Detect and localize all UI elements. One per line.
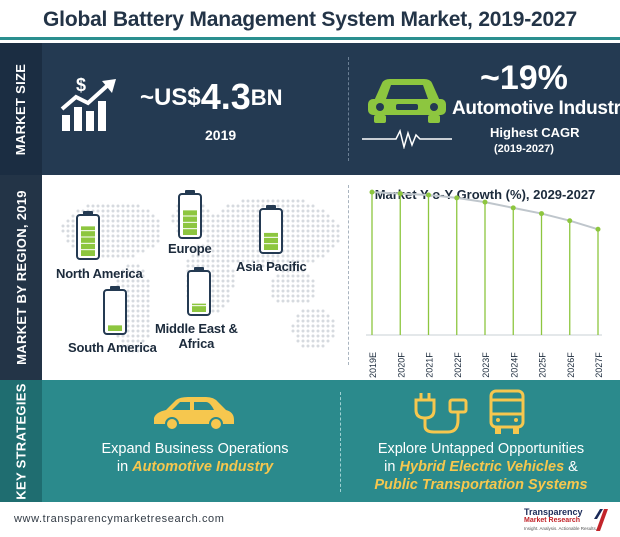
logo-mark-icon xyxy=(594,509,608,531)
x-tick-label: 2027F xyxy=(594,352,604,378)
battery-europe xyxy=(177,190,203,245)
battery-icon xyxy=(76,211,100,260)
battery-middle-east-africa xyxy=(186,267,212,322)
section-divider xyxy=(348,185,349,365)
cagr-period: (2019-2027) xyxy=(494,143,554,155)
battery-icon xyxy=(259,205,283,254)
car-icon xyxy=(154,397,234,431)
region-band: MARKET BY REGION, 2019 North America Eur… xyxy=(0,175,620,380)
x-tick-label: 2023F xyxy=(481,352,491,378)
region-label-north-america: North America xyxy=(56,266,143,281)
cagr-value: ~19% xyxy=(480,59,568,97)
data-point xyxy=(539,211,544,217)
x-tick-label: 2026F xyxy=(566,352,576,378)
strategy-right-line3: Public Transportation Systems xyxy=(346,476,616,494)
region-label-middle-east-africa: Middle East & Africa xyxy=(155,321,238,351)
data-point xyxy=(510,205,516,211)
battery-icon xyxy=(178,190,202,239)
bus-icon xyxy=(489,389,525,434)
pulse-line-icon xyxy=(362,129,452,149)
region-label-mea-line1: Middle East & xyxy=(155,321,238,336)
battery-fill xyxy=(108,325,122,331)
x-tick-label: 2025F xyxy=(538,352,548,378)
data-point xyxy=(397,191,403,197)
strategy-left-line1: Expand Business Operations xyxy=(101,441,289,457)
data-point xyxy=(567,218,573,224)
data-point xyxy=(595,226,601,232)
strategy-right-emphasis-1: Hybrid Electric Vehicles xyxy=(399,459,565,475)
chart-title: Market Y-o-Y Growth (%), 2029-2027 xyxy=(375,187,596,202)
logo-line3: Insight. Analysis. Actionable Results. xyxy=(524,526,598,531)
battery-north-america xyxy=(75,211,101,266)
website-url[interactable]: www.transparencymarketresearch.com xyxy=(14,513,225,525)
cagr-label: Highest CAGR xyxy=(490,125,580,140)
region-label-asia-pacific: Asia Pacific xyxy=(236,259,307,274)
battery-asia-pacific xyxy=(258,205,284,260)
section-divider xyxy=(348,57,349,161)
battery-fill xyxy=(264,232,278,250)
currency-prefix: ~US$ xyxy=(140,84,201,111)
x-tick-label: 2021F xyxy=(425,352,435,378)
strategy-right-line2: in Hybrid Electric Vehicles & xyxy=(384,459,578,475)
region-label-europe: Europe xyxy=(168,241,212,256)
market-size-band: MARKET SIZE $ ~US$4.3BN 2019 ~19% Automo… xyxy=(0,43,620,175)
battery-south-america xyxy=(102,286,128,341)
x-tick-label: 2020F xyxy=(396,352,406,378)
x-tick-label: 2019E xyxy=(368,352,378,378)
battery-icon xyxy=(187,267,211,316)
data-point xyxy=(369,189,375,195)
company-logo: Transparency Market Research Insight. An… xyxy=(520,505,610,535)
yoy-growth-chart: Market Y-o-Y Growth (%), 2029-2027 2019E 2… xyxy=(366,187,604,378)
market-value-number: 4.3 xyxy=(200,76,251,117)
logo-line1: Transparency xyxy=(524,507,583,517)
region-label-mea-line2: Africa xyxy=(178,336,215,351)
strategy-left-line2: in Automotive Industry xyxy=(116,459,274,475)
battery-icon xyxy=(103,286,127,335)
data-point xyxy=(426,192,431,198)
title-bar: Global Battery Management System Market,… xyxy=(0,0,620,40)
svg-text:$: $ xyxy=(76,77,86,95)
data-point xyxy=(482,199,488,205)
growth-chart-icon: $ xyxy=(60,77,116,131)
battery-fill xyxy=(81,226,95,256)
segment-label: Automotive Industry xyxy=(452,98,620,119)
x-tick-label: 2022F xyxy=(453,352,463,378)
section-divider xyxy=(340,392,341,492)
strategy-left-emphasis: Automotive Industry xyxy=(132,459,274,475)
strategies-band: KEY STRATEGIES Expand Business Operation… xyxy=(0,380,620,502)
strategies-section-label: KEY STRATEGIES xyxy=(0,380,42,502)
region-section-label: MARKET BY REGION, 2019 xyxy=(0,175,42,380)
logo-line2: Market Research xyxy=(524,517,581,524)
market-size-section-label: MARKET SIZE xyxy=(0,43,42,175)
market-size-value: ~US$4.3BN xyxy=(140,76,283,118)
page-title: Global Battery Management System Market,… xyxy=(43,8,577,31)
footer: www.transparencymarketresearch.com Trans… xyxy=(0,502,620,537)
x-tick-label: 2024F xyxy=(509,352,519,378)
strategy-right-text: Explore Untapped Opportunities in Hybrid… xyxy=(346,440,616,494)
strategy-left-text: Expand Business Operations in Automotive… xyxy=(60,440,330,476)
region-label-south-america: South America xyxy=(68,340,157,355)
data-point xyxy=(454,195,460,201)
market-size-year: 2019 xyxy=(205,127,237,143)
car-icon xyxy=(368,79,446,123)
ev-plug-icon xyxy=(414,393,468,434)
market-value-unit: BN xyxy=(250,85,283,110)
strategy-right-emphasis-2: Public Transportation Systems xyxy=(374,477,588,493)
battery-fill xyxy=(192,303,206,312)
strategy-right-line1: Explore Untapped Opportunities xyxy=(377,441,585,457)
